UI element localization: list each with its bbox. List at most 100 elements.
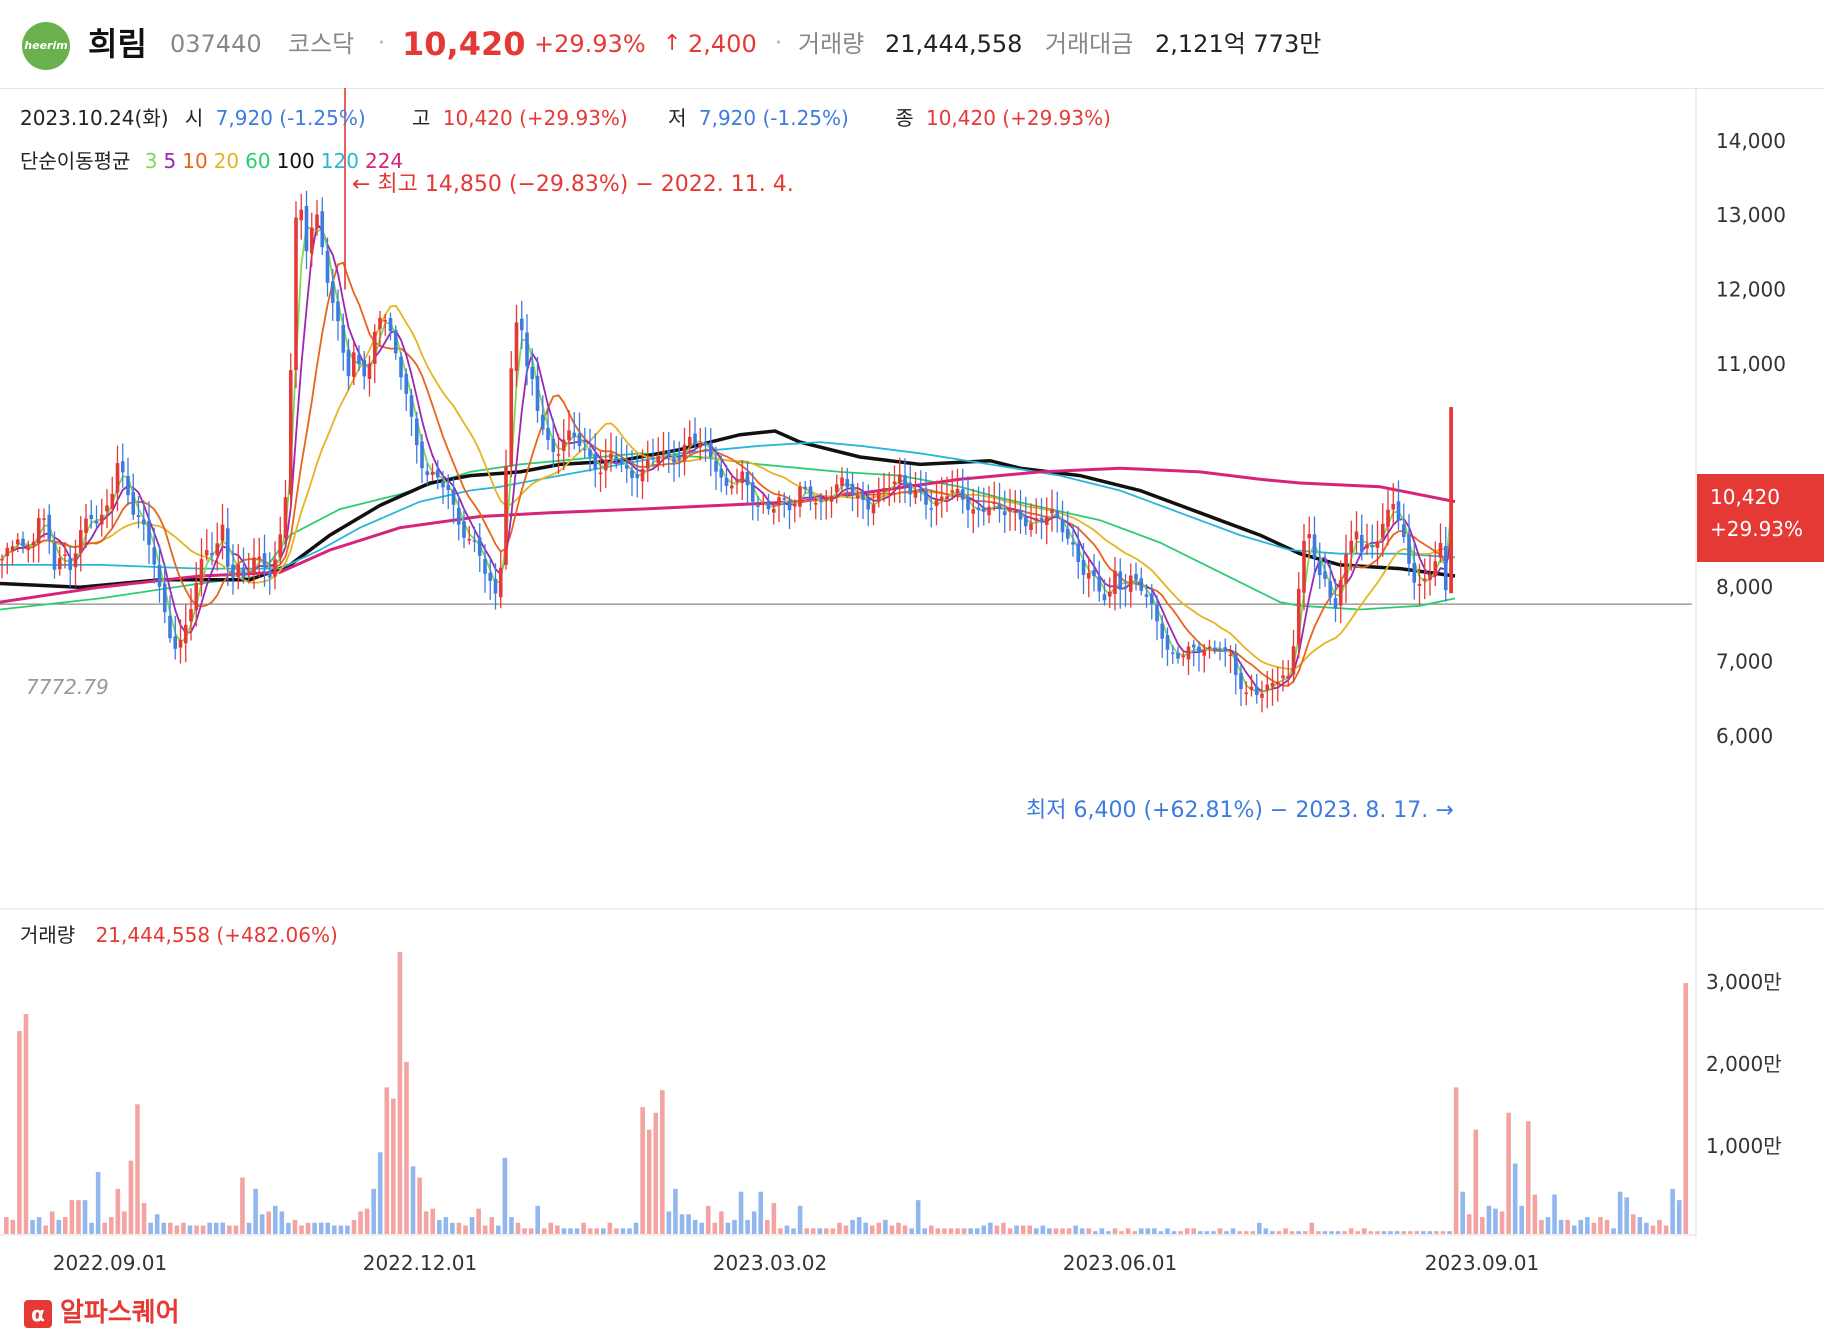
brand-footer[interactable]: α 알파스퀘어 — [24, 1296, 180, 1330]
volume-bar — [581, 1222, 586, 1234]
volume-bar — [627, 1228, 632, 1234]
candle — [1008, 489, 1012, 531]
candle — [26, 540, 31, 563]
volume-bar — [948, 1228, 954, 1234]
candle — [472, 526, 477, 553]
volume-bar — [929, 1225, 934, 1234]
candle — [1092, 554, 1096, 592]
volume-bar — [227, 1225, 232, 1234]
candle — [960, 468, 965, 514]
volume-bar — [397, 952, 403, 1234]
volume-bars[interactable] — [4, 952, 1689, 1234]
ma-legend-5: 5 — [164, 149, 177, 173]
candle — [876, 477, 881, 508]
candle — [467, 525, 472, 545]
volume-bar — [194, 1225, 199, 1234]
stock-chart[interactable]: 16,00015,00014,00013,00012,00011,0009,00… — [0, 88, 1824, 1288]
amount-value: 2,121억 773만 — [1155, 30, 1322, 58]
candle — [519, 300, 524, 350]
candle — [131, 473, 136, 520]
volume-bar — [489, 1217, 495, 1234]
volume-bar — [95, 1171, 101, 1234]
volume-bar — [161, 1222, 167, 1234]
volume-bar — [587, 1228, 593, 1234]
candle — [756, 496, 760, 521]
volume-bar — [935, 1228, 941, 1234]
candle — [651, 438, 655, 468]
candle — [346, 338, 351, 391]
volume-bar — [1611, 1228, 1616, 1234]
candle — [887, 472, 892, 506]
ma-legend-100: 100 — [277, 149, 315, 173]
volume-bar — [804, 1228, 809, 1234]
volume-bar — [758, 1191, 764, 1234]
candle — [1391, 483, 1396, 525]
volume-bar — [1086, 1228, 1092, 1234]
candle — [73, 539, 78, 587]
candle — [1102, 579, 1107, 606]
candle — [1155, 595, 1159, 641]
brand-name: 알파스퀘어 — [60, 1298, 180, 1328]
volume-bar — [187, 1225, 193, 1234]
volume-bar — [614, 1228, 619, 1234]
volume-bar — [1401, 1231, 1406, 1234]
volume-bar — [4, 1217, 9, 1234]
date-tick: 2022.12.01 — [363, 1251, 478, 1275]
candle — [231, 544, 235, 595]
candle — [1233, 643, 1238, 695]
candle — [845, 468, 850, 498]
candle — [582, 427, 587, 459]
candle — [1433, 541, 1438, 587]
candle — [924, 471, 928, 520]
ma-legend-3: 3 — [145, 149, 158, 173]
candle — [278, 516, 283, 564]
candle — [315, 200, 319, 236]
volume-bar — [450, 1222, 455, 1234]
candle — [1438, 523, 1443, 563]
candle — [78, 516, 83, 572]
volume-bar — [1257, 1222, 1262, 1234]
stock-header: heerim 희림 037440 코스닥 · 10,420 +29.93% ↑ … — [0, 0, 1824, 89]
candle — [918, 470, 923, 502]
candle — [63, 542, 67, 569]
candle — [903, 458, 907, 504]
candle — [1375, 520, 1380, 565]
candle — [110, 476, 115, 529]
candle — [687, 420, 692, 455]
volume-bar — [318, 1222, 324, 1234]
volume-bar — [646, 1129, 652, 1234]
alphasquare-logo-icon: α — [24, 1299, 52, 1328]
candle — [1039, 498, 1044, 540]
volume-bar — [345, 1225, 350, 1234]
volume-axis: 3,000만 2,000만 1,000만 — [1706, 970, 1782, 1158]
candle — [855, 483, 860, 518]
candle — [645, 440, 650, 483]
candle — [1170, 645, 1175, 664]
volume-bar — [279, 1211, 285, 1234]
candle — [997, 482, 1002, 523]
ohlc-info: 2023.10.24(화) 시 7,920 (-1.25%) 고 10,420 … — [20, 106, 1111, 130]
volume-bar — [286, 1222, 291, 1234]
candle — [929, 489, 934, 528]
volume-bar — [909, 1228, 914, 1234]
volume-bar — [843, 1225, 849, 1234]
volume-bar — [1184, 1228, 1190, 1234]
volume-bar — [1237, 1231, 1242, 1234]
volume-bar — [535, 1205, 540, 1234]
candle — [1228, 645, 1233, 674]
volume-bar — [1657, 1219, 1662, 1234]
candle — [598, 451, 603, 492]
price-badge-price: 10,420 — [1710, 485, 1780, 509]
volume-bar — [509, 1217, 514, 1234]
candlesticks[interactable] — [0, 88, 1453, 713]
candle — [404, 368, 409, 412]
candle — [740, 460, 745, 500]
candle — [745, 461, 750, 505]
candle — [1223, 638, 1228, 667]
candle — [1107, 577, 1112, 609]
candle — [567, 409, 571, 458]
volume-bar — [1014, 1225, 1019, 1234]
company-logo: heerim — [22, 22, 70, 70]
separator-dot: · — [775, 31, 782, 56]
candle — [514, 304, 519, 387]
